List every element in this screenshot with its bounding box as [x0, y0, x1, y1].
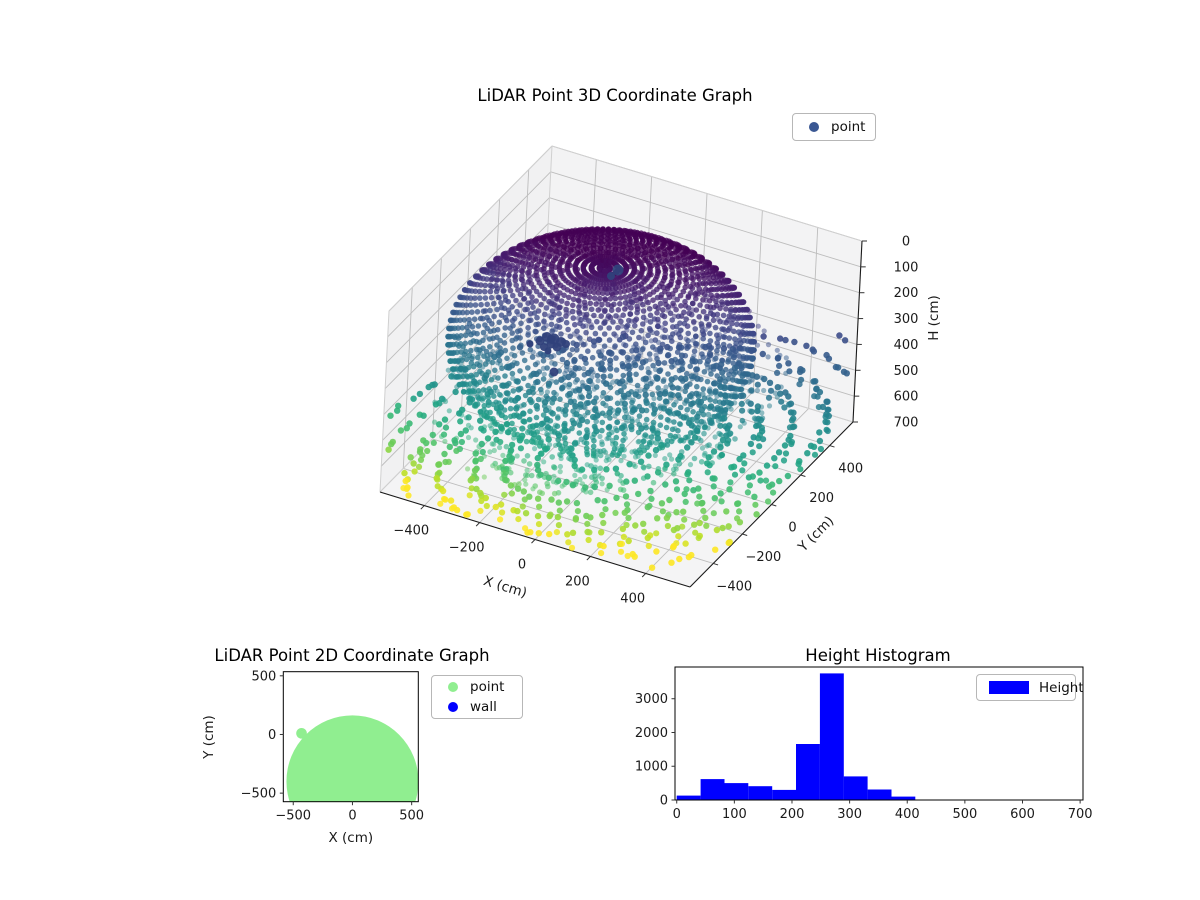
- legend-item-label: point: [831, 119, 866, 135]
- svg-text:500: 500: [251, 669, 276, 684]
- svg-text:0: 0: [902, 235, 910, 250]
- svg-text:0: 0: [268, 728, 276, 743]
- legend-item-point: point: [793, 117, 875, 137]
- svg-text:600: 600: [894, 390, 919, 405]
- svg-text:600: 600: [1010, 807, 1035, 822]
- svg-text:200: 200: [809, 491, 834, 506]
- svg-text:500: 500: [399, 809, 424, 824]
- legend-item-point: point: [432, 677, 522, 697]
- legend-item-height: Height: [977, 678, 1084, 698]
- legend-item-wall: wall: [432, 697, 522, 717]
- svg-text:400: 400: [620, 591, 645, 606]
- plot2d-tick-labels: −500 0 500 500 0 −500 X (cm) Y (cm): [201, 669, 424, 846]
- point-marker-icon: [448, 682, 458, 692]
- histogram-axes: 0 100 200 300 400 500 600 700 0 1000 2000 3000: [635, 666, 1093, 822]
- svg-text:−400: −400: [393, 524, 429, 539]
- svg-text:100: 100: [894, 260, 919, 275]
- histogram-title: Height Histogram: [805, 646, 951, 665]
- plot2d-legend: point wall: [431, 675, 523, 719]
- svg-text:0: 0: [673, 807, 681, 822]
- plot2d-title: LiDAR Point 2D Coordinate Graph: [214, 646, 490, 665]
- svg-text:200: 200: [565, 574, 590, 589]
- svg-text:0: 0: [518, 558, 526, 573]
- plot3d-legend: point: [792, 113, 876, 141]
- svg-text:−500: −500: [275, 809, 311, 824]
- svg-text:400: 400: [894, 338, 919, 353]
- svg-text:100: 100: [722, 807, 747, 822]
- svg-text:Y (cm): Y (cm): [201, 715, 217, 760]
- plot2d-axes: −500 0 500 500 0 −500 X (cm) Y (cm): [201, 669, 424, 846]
- svg-text:300: 300: [894, 312, 919, 327]
- svg-text:500: 500: [894, 364, 919, 379]
- svg-text:0: 0: [660, 794, 668, 809]
- svg-text:400: 400: [895, 807, 920, 822]
- svg-text:200: 200: [894, 286, 919, 301]
- wall-marker-icon: [448, 702, 458, 712]
- tick-group: [420, 240, 867, 578]
- svg-text:−500: −500: [241, 787, 277, 802]
- svg-text:−200: −200: [746, 550, 782, 565]
- height-swatch-icon: [989, 681, 1029, 694]
- svg-text:500: 500: [952, 807, 977, 822]
- svg-text:0: 0: [348, 809, 356, 824]
- legend-item-label: point: [470, 679, 505, 695]
- svg-text:400: 400: [838, 462, 863, 477]
- svg-text:H (cm): H (cm): [926, 295, 942, 341]
- svg-text:1000: 1000: [635, 760, 668, 775]
- scatter3d-points: [385, 226, 850, 571]
- svg-text:X (cm): X (cm): [328, 830, 373, 846]
- legend-item-label: Height: [1039, 679, 1084, 696]
- plot3d-axes: −400 −200 0 200 400 400 200 0 −200 −400 0 100 200 300…: [379, 145, 942, 606]
- svg-text:0: 0: [788, 521, 796, 536]
- histogram-tick-labels: 0 100 200 300 400 500 600 700 0 1000 2000 3000: [635, 692, 1093, 822]
- plot3d-title: LiDAR Point 3D Coordinate Graph: [477, 86, 753, 105]
- svg-text:700: 700: [894, 416, 919, 431]
- scatter2d-region: [286, 715, 419, 802]
- svg-text:2000: 2000: [635, 726, 668, 741]
- wall-cluster-points: [526, 264, 624, 377]
- svg-text:700: 700: [1068, 807, 1093, 822]
- histogram-ticks: [671, 698, 1081, 804]
- svg-text:X (cm): X (cm): [481, 573, 528, 601]
- histogram-legend: Height: [976, 674, 1084, 701]
- svg-text:−200: −200: [449, 541, 485, 556]
- svg-text:−400: −400: [716, 579, 752, 594]
- svg-text:3000: 3000: [635, 692, 668, 707]
- svg-text:300: 300: [837, 807, 862, 822]
- svg-text:Y (cm): Y (cm): [794, 513, 837, 556]
- point-marker-icon: [809, 122, 819, 132]
- histogram-bars: [676, 673, 916, 800]
- plot2d-ticks: [279, 675, 413, 806]
- svg-text:200: 200: [780, 807, 805, 822]
- legend-item-label: wall: [470, 699, 497, 715]
